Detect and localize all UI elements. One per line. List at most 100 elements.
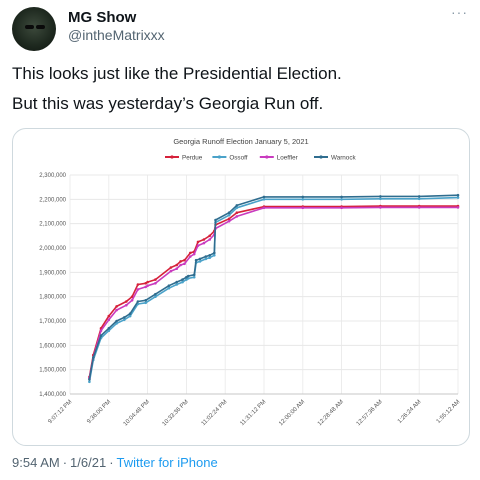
data-point-ossoff (128, 314, 132, 318)
meta-separator: · (109, 455, 114, 470)
data-point-warnock (167, 284, 171, 287)
data-point-warnock (123, 316, 126, 319)
data-point-perdue (175, 263, 178, 267)
x-tick-label: 1:26:24 AM (397, 399, 423, 425)
data-point-ossoff (144, 301, 147, 305)
data-point-ossoff (213, 254, 216, 257)
more-icon[interactable]: ··· (451, 4, 468, 20)
legend-marker (319, 155, 323, 159)
data-point-perdue (202, 238, 206, 241)
tweet-source-link[interactable]: Twitter for iPhone (116, 455, 218, 470)
data-point-loeffler (456, 206, 460, 209)
data-point-warnock (227, 211, 231, 214)
data-point-loeffler (115, 308, 118, 312)
x-tick-label: 12:28:48 AM (317, 399, 345, 427)
data-point-perdue (196, 240, 200, 244)
data-point-loeffler (340, 206, 343, 210)
data-point-ossoff (107, 329, 111, 332)
tweet-meta: 9:54 AM · 1/6/21 · Twitter for iPhone (12, 455, 218, 470)
data-point-ossoff (154, 295, 157, 298)
data-point-loeffler (208, 238, 211, 241)
data-point-perdue (115, 305, 118, 308)
data-point-loeffler (262, 206, 266, 210)
data-point-loeffler (417, 206, 421, 209)
data-point-warnock (456, 193, 460, 197)
line-chart: Georgia Runoff Election January 5, 2021 P… (39, 137, 462, 427)
avatar-eye (25, 25, 34, 29)
data-point-warnock (115, 319, 118, 323)
data-point-perdue (183, 258, 186, 262)
data-point-loeffler (175, 267, 178, 270)
series-line-warnock (88, 194, 459, 380)
data-point-loeffler (99, 329, 103, 332)
data-point-loeffler (196, 244, 200, 247)
legend-marker (170, 155, 174, 159)
avatar-eye (36, 25, 45, 29)
data-point-ossoff (208, 256, 211, 259)
y-tick-label: 2,000,000 (39, 246, 66, 252)
data-point-warnock (379, 195, 382, 198)
data-point-warnock (181, 278, 184, 281)
data-point-ossoff (456, 196, 460, 199)
data-point-perdue (179, 260, 182, 263)
data-point-loeffler (183, 262, 186, 266)
chart-title: Georgia Runoff Election January 5, 2021 (173, 137, 308, 146)
tweet-text-line: This looks just like the Presidential El… (12, 64, 342, 83)
data-point-warnock (194, 258, 198, 262)
data-point-warnock (144, 299, 147, 302)
data-point-perdue (125, 300, 128, 303)
y-tick-label: 1,600,000 (39, 343, 66, 349)
data-point-ossoff (167, 286, 171, 290)
data-point-loeffler (235, 215, 239, 218)
data-point-loeffler (202, 241, 206, 245)
data-point-ossoff (88, 380, 91, 384)
avatar[interactable] (12, 7, 56, 51)
chart-image[interactable]: Georgia Runoff Election January 5, 2021 P… (12, 128, 470, 446)
data-point-ossoff (185, 278, 188, 281)
data-point-ossoff (204, 257, 208, 261)
data-point-warnock (340, 195, 343, 199)
y-tick-label: 2,100,000 (39, 222, 66, 228)
user-handle[interactable]: @intheMatrixxx (68, 27, 165, 43)
x-tick-label: 11:02:24 PM (201, 399, 229, 427)
series-line-ossoff (88, 196, 459, 382)
data-point-loeffler (136, 288, 140, 291)
data-point-ossoff (198, 260, 202, 263)
series-line-perdue (88, 205, 458, 378)
y-tick-label: 1,900,000 (39, 270, 66, 276)
y-tick-label: 2,300,000 (39, 173, 66, 179)
data-point-loeffler (125, 303, 128, 307)
data-point-warnock (213, 251, 216, 255)
data-point-perdue (189, 251, 192, 255)
data-point-loeffler (130, 299, 134, 302)
tweet-time[interactable]: 9:54 AM (12, 455, 60, 470)
tweet-text-line: But this was yesterday’s Georgia Run off… (12, 94, 324, 113)
data-point-ossoff (181, 280, 184, 284)
data-point-loeffler (301, 206, 305, 210)
data-point-ossoff (115, 322, 118, 325)
data-point-warnock (235, 204, 239, 207)
data-point-warnock (175, 280, 178, 284)
data-point-warnock (204, 255, 208, 258)
data-point-warnock (92, 356, 95, 359)
series-line-loeffler (88, 206, 458, 379)
x-tick-label: 11:31:12 PM (239, 399, 267, 427)
data-point-warnock (136, 300, 140, 303)
data-point-loeffler (227, 219, 231, 223)
data-point-warnock (301, 195, 305, 199)
data-point-warnock (214, 218, 217, 222)
legend-label: Perdue (182, 155, 203, 162)
data-point-loeffler (192, 252, 196, 256)
data-point-ossoff (379, 197, 382, 201)
x-tick-label: 1:55:12 AM (436, 399, 462, 425)
data-point-warnock (128, 312, 132, 315)
data-point-ossoff (301, 198, 305, 201)
x-tick-label: 12:00:00 AM (278, 399, 306, 427)
data-point-warnock (198, 257, 202, 261)
legend-marker (217, 155, 221, 159)
data-point-warnock (417, 195, 421, 198)
display-name[interactable]: MG Show (68, 9, 137, 26)
tweet-date[interactable]: 1/6/21 (70, 455, 107, 470)
data-point-ossoff (340, 198, 343, 201)
data-point-perdue (169, 266, 173, 269)
